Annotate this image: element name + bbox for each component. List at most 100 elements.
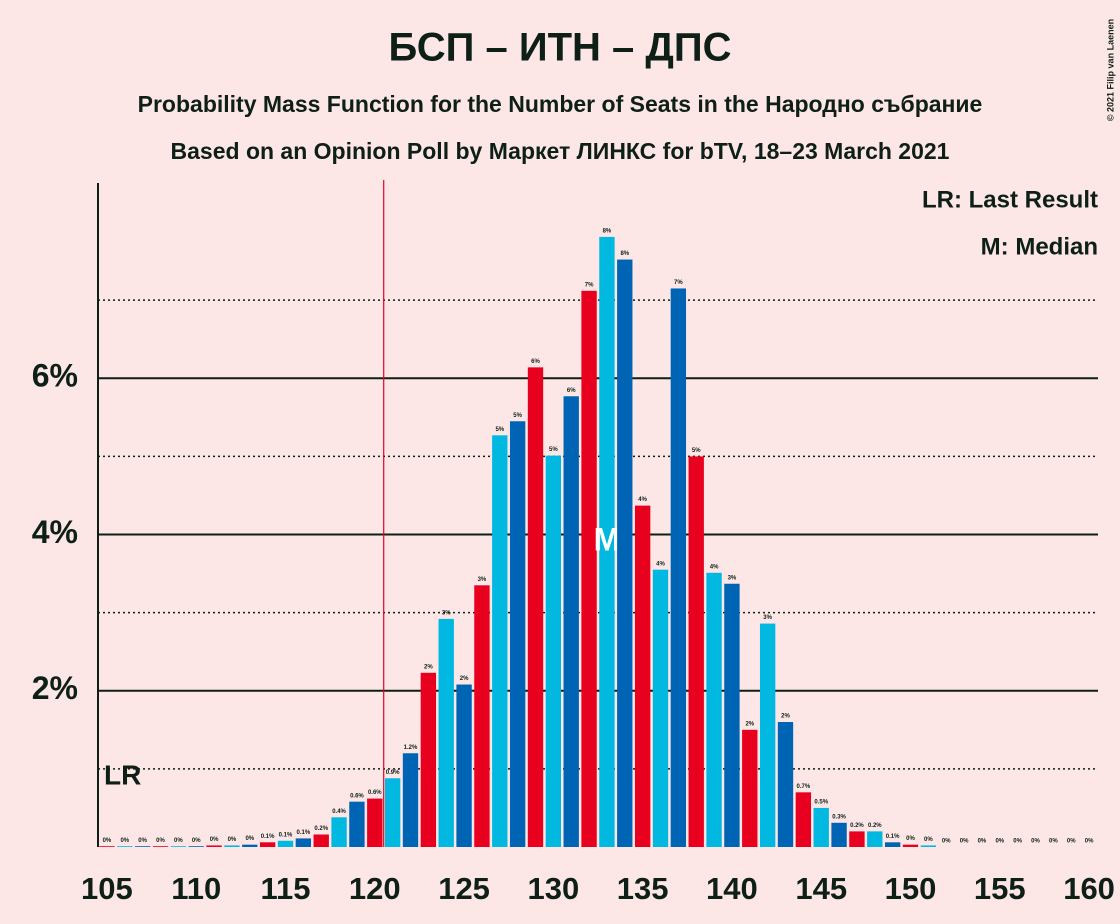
bar [867,831,883,847]
copyright: © 2021 Filip van Laenen [1105,19,1115,121]
value-label: 0.1% [886,834,900,840]
value-label: 2% [781,714,790,720]
x-tick-label: 155 [974,871,1026,906]
bar [295,838,312,847]
value-label: 0% [942,839,951,845]
bar [759,623,776,847]
bar [224,845,240,847]
value-label: 0% [1067,839,1076,845]
bar [724,583,740,847]
bar [117,846,133,847]
value-label: 0% [245,836,254,842]
value-label: 0% [995,839,1004,845]
value-label: 0% [174,838,183,844]
x-tick-label: 160 [1063,871,1115,906]
value-label: 5% [549,447,558,453]
bar [742,729,758,847]
value-label: 0% [228,837,237,843]
value-label: 3% [478,577,487,583]
bar [902,844,919,847]
bar [652,569,669,847]
value-label: 7% [585,282,594,288]
value-label: 0.2% [850,823,864,829]
x-tick-label: 125 [438,871,490,906]
value-label: 5% [692,448,701,454]
x-tick-label: 105 [81,871,133,906]
value-label: 0.5% [814,800,828,806]
last-result-label: LR [104,759,141,790]
x-tick-label: 115 [260,871,310,906]
x-tick-label: 150 [885,871,937,906]
bar [813,807,829,847]
median-label: M [594,521,621,557]
value-label: 2% [745,721,754,727]
value-label: 7% [674,280,683,286]
bar [152,846,169,847]
bar [456,684,472,847]
y-tick-label: 2% [32,670,78,706]
bar [384,778,401,847]
bar [438,618,454,847]
value-label: 0% [906,836,915,842]
x-tick-label: 135 [617,871,669,906]
bar [545,455,562,847]
bar [402,753,419,847]
bar [527,367,544,847]
chart-subtitle: Based on an Opinion Poll by Маркет ЛИНКС… [171,138,950,164]
bar [492,435,508,847]
value-label: 3% [442,610,451,616]
value-label: 0.1% [297,830,311,836]
bar [474,585,490,847]
value-label: 0% [120,838,129,844]
value-label: 8% [603,228,612,234]
value-label: 4% [656,561,665,567]
value-label: 0.2% [868,823,882,829]
value-label: 0.3% [832,814,846,820]
value-label: 5% [513,413,522,419]
bar [670,288,687,847]
x-tick-label: 130 [527,871,579,906]
value-label: 0.9% [386,770,400,776]
value-label: 3% [728,575,737,581]
value-label: 0.2% [314,826,328,832]
bar [688,456,704,847]
x-tick-label: 120 [349,871,401,906]
value-label: 0.7% [797,784,811,790]
bar [795,792,812,847]
x-tick-label: 145 [795,871,847,906]
bar [563,396,579,847]
bar [599,236,615,847]
bar [277,840,294,847]
bar [170,846,187,847]
value-label: 6% [567,388,576,394]
y-tick-label: 6% [32,358,78,394]
value-label: 2% [424,664,433,670]
bar [581,290,597,847]
bar [831,822,847,847]
value-label: 0% [138,838,147,844]
bar [420,672,437,847]
bar [706,572,722,847]
y-tick-label: 4% [32,514,78,550]
bar [920,845,937,847]
legend-entry: LR: Last Result [922,186,1098,213]
value-label: 0.4% [332,809,346,815]
bar [634,505,651,847]
value-label: 0% [978,839,987,845]
value-label: 8% [620,251,629,257]
x-tick-label: 110 [171,871,221,906]
value-label: 0.6% [368,790,382,796]
bar [849,831,865,847]
bar [259,842,276,847]
bar [188,846,204,847]
value-label: 2% [460,676,469,682]
bar [242,844,258,847]
bar [349,801,365,847]
bar [509,421,526,847]
value-label: 0.1% [279,832,293,838]
value-label: 0% [1013,839,1022,845]
value-label: 5% [495,427,504,433]
chart-title: БСП – ИТН – ДПС [388,26,731,70]
value-label: 0% [1031,839,1040,845]
